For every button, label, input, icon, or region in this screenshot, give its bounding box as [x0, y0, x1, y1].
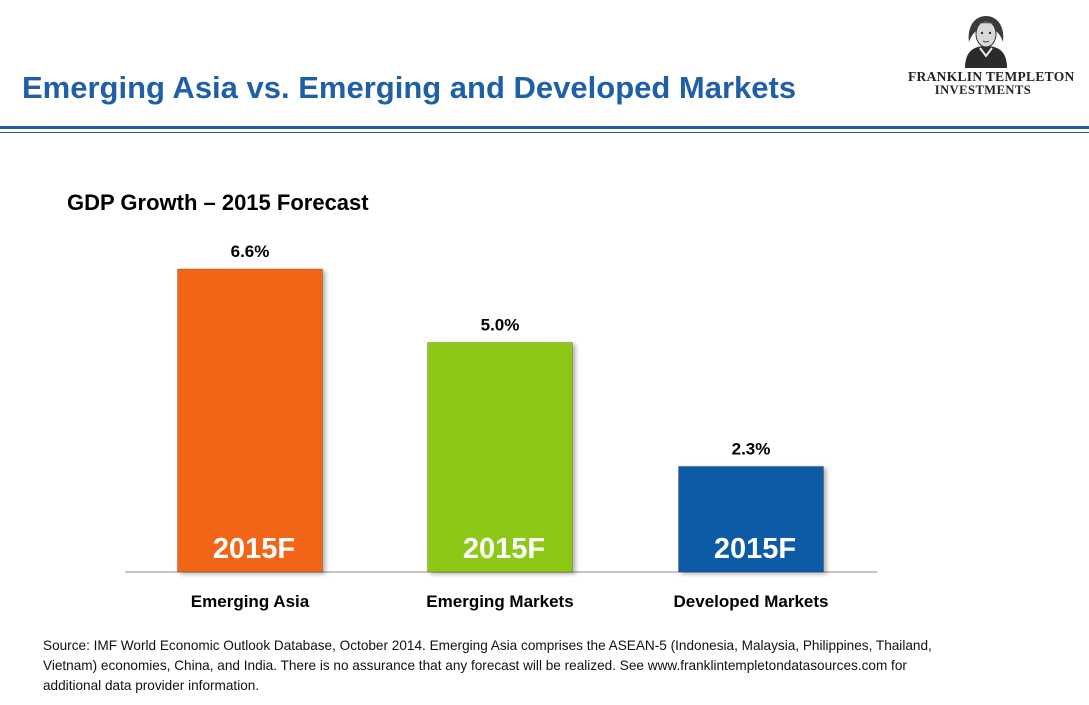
category-label-emerging-asia: Emerging Asia — [191, 592, 310, 611]
header-divider-thick — [0, 126, 1089, 129]
bar-inner-label-emerging-asia: 2015F — [213, 533, 295, 565]
bar-emerging-markets — [427, 341, 573, 573]
header-divider-thin — [0, 132, 1089, 133]
bar-inner-label-developed-markets: 2015F — [714, 533, 796, 565]
slide-title: Emerging Asia vs. Emerging and Developed… — [22, 70, 797, 105]
bar-developed-markets — [678, 465, 824, 573]
chart-title: GDP Growth – 2015 Forecast — [67, 190, 369, 215]
source-footnote: Source: IMF World Economic Outlook Datab… — [43, 638, 932, 693]
franklin-portrait-icon — [965, 16, 1007, 68]
category-label-emerging-markets: Emerging Markets — [426, 592, 573, 611]
data-label-emerging-markets: 5.0% — [481, 315, 520, 334]
bar-emerging-asia — [177, 268, 323, 573]
brand-name: FRANKLIN TEMPLETON — [908, 69, 1075, 84]
data-label-developed-markets: 2.3% — [732, 439, 771, 458]
bar-inner-label-emerging-markets: 2015F — [463, 533, 545, 565]
brand-subname: INVESTMENTS — [934, 83, 1032, 97]
category-label-developed-markets: Developed Markets — [674, 592, 829, 611]
data-label-emerging-asia: 6.6% — [231, 242, 270, 261]
brand-logo: FRANKLIN TEMPLETON INVESTMENTS — [908, 12, 1075, 102]
